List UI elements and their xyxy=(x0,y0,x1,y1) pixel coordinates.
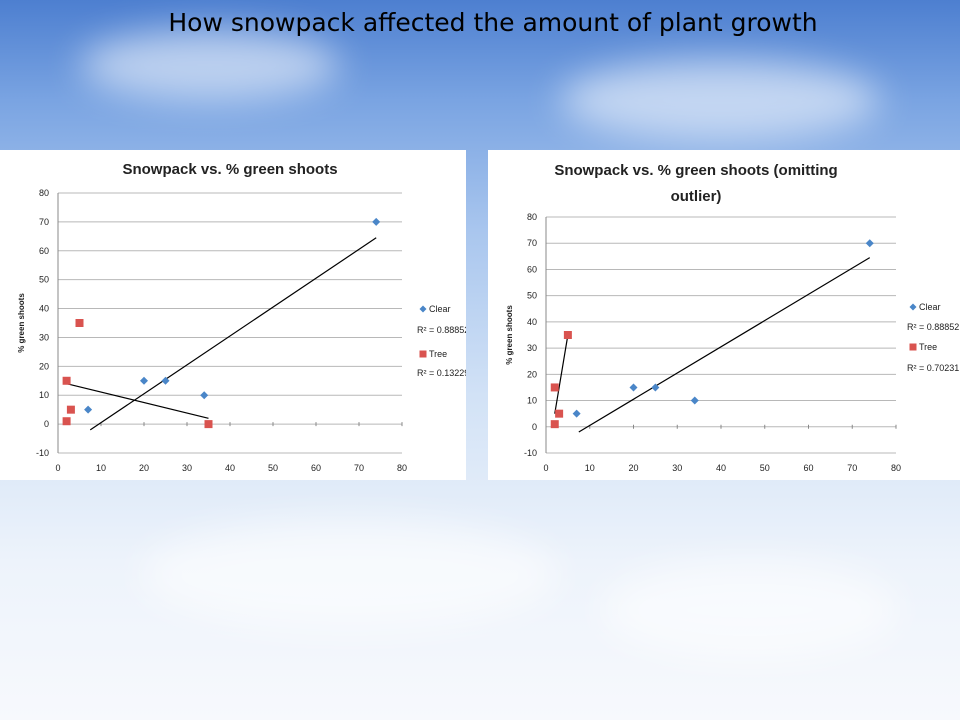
legend-marker-clear xyxy=(419,305,427,313)
y-tick-label: 10 xyxy=(527,396,537,406)
y-tick-label: 80 xyxy=(39,188,49,198)
scatter-chart-all-data: Snowpack vs. % green shoots -10 0 10 20 30 40 5… xyxy=(17,161,469,493)
y-tick-label: 50 xyxy=(39,275,49,285)
r-squared-label-clear: R² = 0.88852 xyxy=(907,322,959,332)
y-tick-label: -10 xyxy=(524,448,537,458)
trendline-clear xyxy=(89,237,377,431)
x-tick-label: 10 xyxy=(585,463,595,473)
chart-panel-omitting-outlier: Snowpack vs. % green shoots (omitting out… xyxy=(488,150,960,493)
legend-label-clear: Clear xyxy=(919,302,941,312)
background-cloud xyxy=(80,30,340,100)
x-tick-label: 10 xyxy=(96,463,106,473)
data-point-tree xyxy=(62,376,71,385)
chart-title: Snowpack vs. % green shoots (omitting xyxy=(554,162,837,179)
data-point-clear xyxy=(84,405,93,414)
y-tick-label: 60 xyxy=(39,246,49,256)
legend-label-tree: Tree xyxy=(429,349,447,359)
r-squared-label-tree: R² = 0.13229 xyxy=(417,368,466,378)
x-tick-label: 40 xyxy=(225,463,235,473)
legend-marker-tree xyxy=(419,350,427,358)
data-point-clear xyxy=(140,376,148,385)
x-tick-label: 80 xyxy=(891,463,901,473)
chart-panel-snowpack-vs-green-shoots: Snowpack vs. % green shoots -10 0 10 20 30 40 5… xyxy=(0,150,469,493)
trendline-clear xyxy=(578,257,871,433)
y-tick-label: 70 xyxy=(527,238,537,248)
data-point-clear xyxy=(372,217,381,226)
y-axis-label: % green shoots xyxy=(505,305,514,365)
chart-title: Snowpack vs. % green shoots xyxy=(122,161,337,178)
x-tick-label: 80 xyxy=(397,463,407,473)
y-tick-label: 30 xyxy=(39,332,49,342)
legend-label-clear: Clear xyxy=(429,304,451,314)
x-tick-label: 0 xyxy=(543,463,548,473)
x-tick-label: 30 xyxy=(672,463,682,473)
trendline-tree xyxy=(66,383,209,419)
y-tick-label: 70 xyxy=(39,217,49,227)
y-tick-label: 0 xyxy=(532,422,537,432)
slide-title: How snowpack affected the amount of plan… xyxy=(168,8,818,37)
y-tick-label: 40 xyxy=(527,317,537,327)
data-point-clear xyxy=(865,239,874,248)
x-tick-label: 20 xyxy=(139,463,149,473)
data-point-clear xyxy=(629,383,638,392)
y-tick-label: 30 xyxy=(527,343,537,353)
y-tick-label: 0 xyxy=(44,419,49,429)
x-tick-label: 20 xyxy=(628,463,638,473)
y-tick-label: 40 xyxy=(39,304,49,314)
y-tick-label: -10 xyxy=(36,448,49,458)
x-tick-label: 70 xyxy=(847,463,857,473)
x-tick-label: 0 xyxy=(55,463,60,473)
x-tick-label: 50 xyxy=(760,463,770,473)
legend-marker-tree xyxy=(909,343,917,351)
x-tick-label: 60 xyxy=(803,463,813,473)
legend-label-tree: Tree xyxy=(919,342,937,352)
y-axis-label: % green shoots xyxy=(17,293,26,353)
data-point-tree xyxy=(550,420,559,429)
background-cloud xyxy=(600,560,900,660)
data-point-tree xyxy=(62,417,71,426)
x-tick-label: 70 xyxy=(354,463,364,473)
y-tick-label: 60 xyxy=(527,264,537,274)
data-point-clear xyxy=(161,376,170,385)
data-point-clear xyxy=(572,409,581,418)
data-point-tree xyxy=(563,331,572,339)
y-tick-label: 20 xyxy=(527,369,537,379)
data-point-clear xyxy=(690,396,699,405)
y-tick-label: 80 xyxy=(527,212,537,222)
data-point-tree xyxy=(66,405,75,414)
x-tick-label: 40 xyxy=(716,463,726,473)
data-point-clear xyxy=(651,383,660,392)
r-squared-label-tree: R² = 0.70231 xyxy=(907,363,959,373)
data-point-tree xyxy=(75,319,84,327)
y-tick-label: 20 xyxy=(39,361,49,371)
chart-title: outlier) xyxy=(671,188,722,205)
background-cloud xyxy=(560,60,880,140)
r-squared-label-clear: R² = 0.88852 xyxy=(417,325,466,335)
data-point-tree xyxy=(550,383,559,392)
background-cloud xyxy=(140,520,560,630)
x-tick-label: 50 xyxy=(268,463,278,473)
x-tick-label: 30 xyxy=(182,463,192,473)
y-tick-label: 50 xyxy=(527,291,537,301)
x-tick-label: 60 xyxy=(311,463,321,473)
data-point-clear xyxy=(200,391,209,400)
legend-marker-clear xyxy=(909,303,917,311)
scatter-chart-omitting-outlier: Snowpack vs. % green shoots (omitting out… xyxy=(505,162,959,493)
data-point-tree xyxy=(204,420,213,429)
trendline-tree xyxy=(554,334,569,414)
y-tick-label: 10 xyxy=(39,390,49,400)
data-point-tree xyxy=(555,409,564,418)
